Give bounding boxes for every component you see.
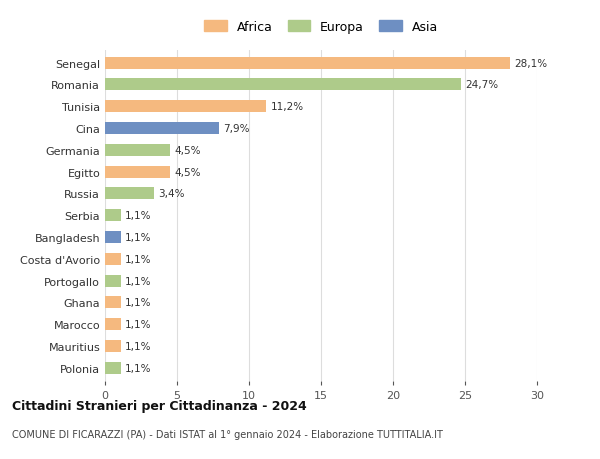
Legend: Africa, Europa, Asia: Africa, Europa, Asia [200, 17, 442, 38]
Text: 28,1%: 28,1% [514, 59, 547, 68]
Bar [105, 188, 154, 200]
Bar [105, 340, 121, 352]
Bar [105, 145, 170, 157]
Text: 1,1%: 1,1% [125, 363, 152, 373]
Bar [105, 57, 509, 69]
Text: Cittadini Stranieri per Cittadinanza - 2024: Cittadini Stranieri per Cittadinanza - 2… [12, 399, 307, 412]
Bar [105, 231, 121, 243]
Bar [105, 275, 121, 287]
Text: 3,4%: 3,4% [158, 189, 185, 199]
Text: 1,1%: 1,1% [125, 341, 152, 351]
Text: 4,5%: 4,5% [174, 167, 200, 177]
Text: 1,1%: 1,1% [125, 211, 152, 221]
Text: 1,1%: 1,1% [125, 298, 152, 308]
Bar [105, 79, 461, 91]
Text: 24,7%: 24,7% [465, 80, 498, 90]
Text: 1,1%: 1,1% [125, 254, 152, 264]
Text: 4,5%: 4,5% [174, 146, 200, 156]
Bar [105, 210, 121, 222]
Bar [105, 297, 121, 308]
Text: 1,1%: 1,1% [125, 232, 152, 242]
Bar [105, 319, 121, 330]
Bar [105, 362, 121, 374]
Text: 7,9%: 7,9% [223, 124, 250, 134]
Text: COMUNE DI FICARAZZI (PA) - Dati ISTAT al 1° gennaio 2024 - Elaborazione TUTTITAL: COMUNE DI FICARAZZI (PA) - Dati ISTAT al… [12, 429, 443, 439]
Bar [105, 166, 170, 178]
Text: 1,1%: 1,1% [125, 319, 152, 330]
Text: 1,1%: 1,1% [125, 276, 152, 286]
Bar [105, 123, 219, 135]
Bar [105, 253, 121, 265]
Text: 11,2%: 11,2% [271, 102, 304, 112]
Bar [105, 101, 266, 113]
